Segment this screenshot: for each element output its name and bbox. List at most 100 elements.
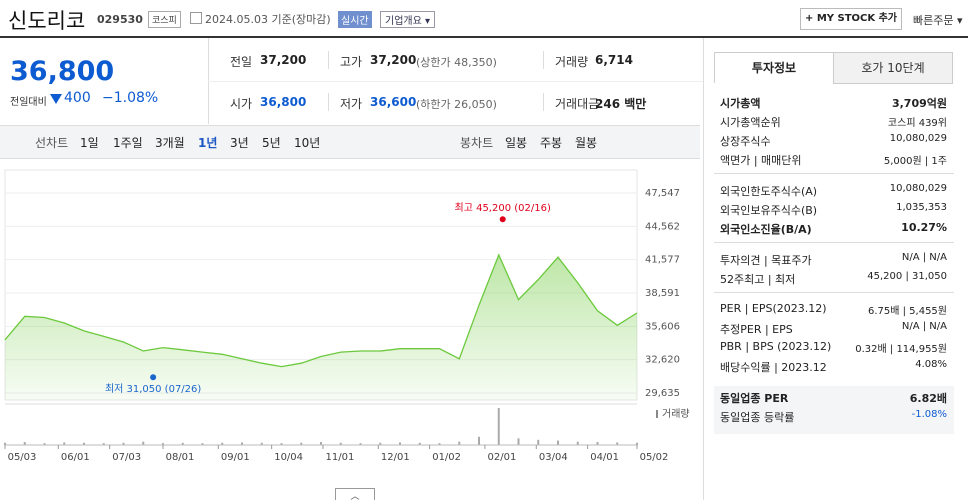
summary-label: 전일 [230, 55, 253, 69]
volume-bar [201, 443, 204, 445]
volume-bar [576, 441, 579, 445]
summary-value: 246 백만 [595, 97, 647, 111]
volume-legend [656, 410, 658, 418]
summary-label: 거래대금 [555, 97, 600, 111]
period-tab[interactable]: 3개월 [155, 136, 185, 150]
x-tick-label: 04/01 [590, 452, 619, 463]
volume-bar [102, 443, 105, 445]
x-tick-label: 12/01 [381, 452, 410, 463]
low-marker [150, 374, 157, 381]
collapse-button[interactable]: ︿ [335, 488, 375, 500]
volume-label: 거래량 [662, 408, 690, 420]
divider [543, 93, 544, 111]
x-tick-label: 05/02 [640, 452, 669, 463]
info-tab[interactable]: 호가 10단계 [833, 52, 953, 84]
divider [328, 93, 329, 111]
summary-value: 37,200 [260, 53, 307, 67]
volume-bar [517, 438, 520, 445]
x-tick-label: 09/01 [221, 452, 250, 463]
y-tick-label: 35,606 [645, 321, 680, 332]
volume-bar [241, 442, 243, 445]
mystock-button[interactable]: + MY STOCK 추가 [800, 8, 902, 30]
volume-bar [320, 442, 322, 445]
info-label: PBR | BPS (2023.12) [720, 340, 832, 353]
realtime-badge[interactable]: 실시간 [338, 11, 372, 28]
info-value: N/A | N/A [901, 321, 947, 332]
x-tick-label: 07/03 [112, 452, 141, 463]
info-value: 3,709억원 [891, 97, 947, 110]
period-tab[interactable]: 5년 [262, 136, 281, 150]
down-arrow [50, 94, 62, 104]
divider [208, 81, 703, 82]
y-tick-label: 29,635 [645, 388, 680, 399]
stock-code: 029530 [97, 13, 143, 26]
price-area [5, 254, 637, 400]
summary-value: 37,200 [370, 53, 417, 67]
header-rule [0, 36, 968, 38]
volume-bar [63, 442, 66, 445]
volume-bar [418, 442, 421, 445]
quick-order[interactable]: 빠른주문 ▾ [913, 14, 963, 27]
y-tick-label: 32,620 [645, 355, 680, 366]
x-tick-label: 01/02 [432, 452, 461, 463]
volume-bar [557, 440, 559, 445]
quick-order-label: 빠른주문 [913, 14, 954, 27]
info-label: 상장주식수 [720, 135, 771, 148]
summary-label: 고가 [340, 55, 363, 69]
info-label: 액면가 | 매매단위 [720, 154, 802, 167]
summary-note: (상한가 48,350) [416, 56, 497, 69]
volume-bar [458, 441, 461, 445]
volume-bar [616, 442, 619, 445]
volume-bar [300, 442, 303, 445]
info-value: 10,080,029 [889, 133, 947, 144]
period-tab[interactable]: 1주일 [113, 136, 143, 150]
info-value: 5,000원 | 1주 [883, 156, 947, 167]
high-marker [499, 216, 506, 223]
change-value: 400 [64, 90, 91, 106]
info-value: -1.08% [911, 409, 947, 420]
summary-label: 시가 [230, 97, 253, 111]
volume-bar [478, 436, 480, 445]
overview-label: 기업개요 [385, 16, 422, 27]
low-label: 최저 31,050 (07/26) [105, 383, 201, 395]
volume-bar [83, 442, 85, 445]
calendar-icon [190, 12, 202, 24]
period-tab[interactable]: 1일 [80, 136, 99, 150]
info-value: 코스피 439위 [887, 118, 947, 129]
y-tick-label: 38,591 [645, 288, 680, 299]
volume-bar [359, 443, 362, 445]
info-value: 4.08% [915, 359, 947, 370]
tab-label: 선차트 [35, 136, 69, 150]
info-separator [714, 242, 954, 243]
info-label: 추정PER | EPS [720, 323, 793, 336]
summary-note: (하한가 26,050) [416, 98, 497, 111]
overview-dropdown[interactable]: 기업개요 ▾ [380, 11, 436, 28]
x-tick-label: 03/04 [539, 452, 568, 463]
info-value: 6.75배 | 5,455원 [867, 306, 947, 317]
candle-tab[interactable]: 주봉 [540, 136, 563, 150]
period-tab[interactable]: 10년 [294, 136, 321, 150]
y-tick-label: 41,577 [645, 255, 680, 266]
candle-tab[interactable]: 일봉 [505, 136, 528, 150]
x-tick-label: 05/03 [8, 452, 37, 463]
period-tab[interactable]: 1년 [198, 136, 218, 150]
y-tick-label: 44,562 [645, 221, 680, 232]
info-value: 10,080,029 [889, 183, 947, 194]
volume-bar [636, 442, 638, 445]
market-badge: 코스피 [148, 11, 181, 28]
summary-value: 36,800 [260, 95, 307, 109]
divider [543, 51, 544, 69]
volume-bar [43, 443, 46, 445]
candle-tab[interactable]: 월봉 [575, 136, 598, 150]
x-tick-label: 10/04 [274, 452, 303, 463]
volume-bar [122, 442, 125, 445]
info-tab[interactable]: 투자정보 [714, 52, 834, 83]
info-separator [714, 173, 954, 174]
info-highlight-bg [714, 386, 954, 434]
info-value: 1,035,353 [896, 202, 947, 213]
date: 2024.05.03 기준(장마감) [205, 13, 331, 26]
volume-bar [339, 442, 342, 445]
x-tick-label: 02/01 [488, 452, 517, 463]
period-tab[interactable]: 3년 [230, 136, 249, 150]
volume-bar [537, 439, 540, 445]
